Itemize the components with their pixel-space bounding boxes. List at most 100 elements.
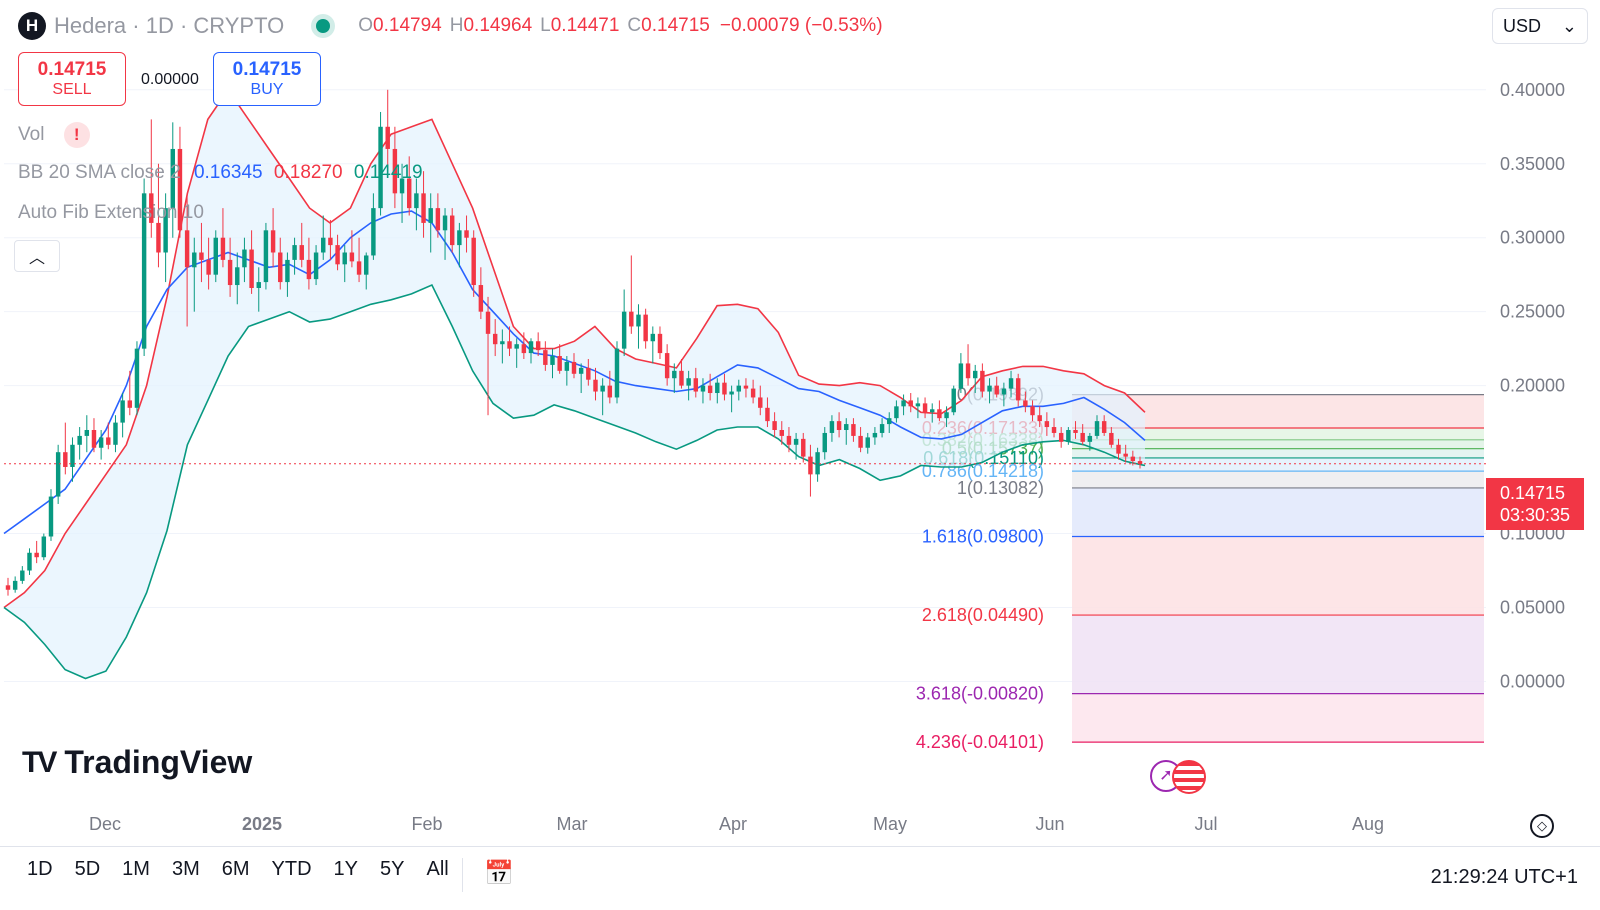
candle-body: [672, 370, 677, 379]
candle-body: [514, 344, 519, 349]
candle-body: [1116, 444, 1121, 454]
candle-body: [34, 552, 39, 558]
candle-body: [1058, 432, 1064, 442]
candle-body: [922, 403, 928, 413]
candle-body: [550, 356, 555, 365]
candle-body: [872, 432, 878, 438]
change-value: −0.00079 (−0.53%): [719, 15, 883, 36]
fib-zone: [1072, 693, 1484, 743]
candle-body: [543, 350, 548, 365]
axis-settings-icon[interactable]: ◇: [1530, 814, 1554, 838]
market-status-icon[interactable]: [316, 19, 331, 33]
candle-body: [786, 435, 792, 445]
candle-body: [127, 400, 133, 408]
candle-body: [235, 267, 240, 286]
fib-zone: [1072, 428, 1484, 440]
buy-price: 0.14715: [232, 59, 302, 80]
buy-button[interactable]: 0.14715 BUY: [213, 52, 321, 106]
volume-indicator-legend[interactable]: Vol !: [18, 122, 90, 148]
fib-zone: [1072, 471, 1484, 488]
candle-body: [629, 311, 634, 327]
sell-button[interactable]: 0.14715 SELL: [18, 52, 126, 106]
candle-body: [793, 438, 799, 445]
candle-body: [1023, 400, 1028, 407]
candle-body: [177, 148, 183, 231]
range-all[interactable]: All: [426, 858, 449, 880]
time-tick-label: Apr: [719, 814, 747, 834]
candle-body: [48, 496, 54, 537]
buy-label: BUY: [250, 81, 284, 98]
date-range-calendar-icon[interactable]: 📅: [484, 860, 514, 887]
candle-body: [213, 237, 218, 275]
candle-body: [91, 430, 97, 448]
fib-zone: [1072, 536, 1484, 616]
candle-body: [1137, 461, 1143, 465]
candle-body: [607, 385, 613, 398]
candle-body: [163, 208, 168, 253]
fib-extension-legend[interactable]: Auto Fib Extension 10: [18, 202, 204, 224]
candle-body: [278, 252, 283, 283]
candle-body: [492, 333, 498, 345]
fib-zone: [1072, 457, 1484, 472]
range-6m[interactable]: 6M: [221, 858, 250, 880]
candle-body: [664, 353, 670, 379]
chevron-down-icon: ⌄: [1561, 15, 1577, 36]
last-price-value: 0.14715: [1500, 483, 1566, 503]
fib-zone: [1072, 439, 1484, 449]
range-5y[interactable]: 5Y: [380, 858, 405, 880]
candle-body: [1101, 421, 1107, 433]
last-price-tag: 0.14715 03:30:35: [1486, 478, 1584, 530]
toolbar-separator: [462, 858, 463, 892]
currency-select[interactable]: USD ⌄: [1492, 8, 1588, 44]
tradingview-wordmark: TradingView: [64, 744, 253, 780]
bollinger-legend[interactable]: BB 20 SMA close 2 0.16345 0.18270 0.1441…: [18, 162, 423, 184]
candle-body: [750, 388, 756, 398]
collapse-legend-button[interactable]: ︿: [14, 240, 60, 272]
bollinger-lower-line: [3, 283, 1146, 680]
range-1m[interactable]: 1M: [122, 858, 150, 880]
time-tick-label: Jun: [1035, 814, 1064, 834]
candle-body: [98, 437, 104, 448]
candle-body: [478, 285, 484, 312]
candle-body: [12, 580, 18, 590]
candle-body: [1080, 432, 1085, 442]
candle-body: [1130, 456, 1136, 462]
price-tick-label: 0.25000: [1500, 302, 1565, 322]
candle-body: [657, 333, 663, 354]
bollinger-label: BB 20 SMA close 2: [18, 162, 181, 183]
candle-body: [170, 148, 176, 209]
candle-body: [535, 341, 541, 351]
candle-body: [1015, 378, 1021, 401]
range-ytd[interactable]: YTD: [271, 858, 312, 880]
events-markers[interactable]: ➚: [1150, 760, 1206, 794]
candle-body: [779, 430, 784, 436]
candle-body: [113, 422, 118, 445]
range-5d[interactable]: 5D: [74, 858, 101, 880]
tradingview-logo[interactable]: TV TradingView: [22, 744, 252, 781]
us-flag-icon[interactable]: [1172, 760, 1206, 794]
candle-body: [951, 388, 956, 413]
price-tick-label: 0.30000: [1500, 228, 1565, 248]
candle-body: [700, 385, 706, 392]
candle-body: [464, 230, 469, 238]
candle-body: [156, 222, 161, 253]
candle-body: [715, 382, 720, 394]
candle-body: [930, 409, 935, 413]
sell-price: 0.14715: [37, 59, 107, 80]
candle-body: [844, 424, 849, 430]
warning-icon[interactable]: !: [63, 122, 90, 148]
candle-body: [220, 237, 226, 260]
candle-body: [442, 215, 448, 231]
candle-body: [801, 438, 806, 457]
spread-value: 0.00000: [141, 71, 199, 88]
bb-basis-value: 0.16345: [193, 162, 263, 183]
range-1y[interactable]: 1Y: [333, 858, 359, 880]
range-3m[interactable]: 3M: [171, 858, 200, 880]
symbol-title[interactable]: Hedera · 1D · CRYPTO: [54, 13, 285, 38]
candle-body: [192, 252, 197, 268]
clock-timezone[interactable]: 21:29:24 UTC+1: [1430, 866, 1578, 888]
candle-body: [270, 230, 276, 253]
range-1d[interactable]: 1D: [27, 858, 53, 880]
candle-body: [414, 193, 419, 209]
